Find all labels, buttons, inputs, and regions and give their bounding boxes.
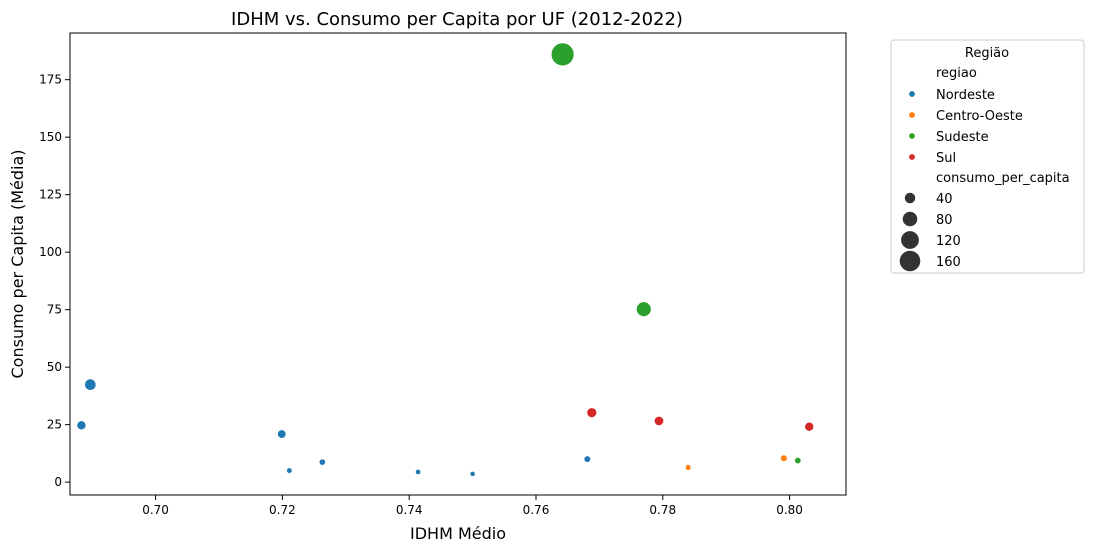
data-point-sul xyxy=(653,415,665,427)
legend-title: Região xyxy=(965,46,1009,61)
legend-size-label: 160 xyxy=(936,255,961,270)
data-point-sudeste xyxy=(550,42,575,67)
data-point-nordeste xyxy=(285,467,293,475)
y-tick-label: 25 xyxy=(47,418,62,432)
data-point-nordeste xyxy=(318,458,327,466)
plot-area xyxy=(76,42,815,478)
data-point-sul xyxy=(586,407,598,419)
legend-size-marker xyxy=(898,249,922,273)
legend-marker xyxy=(908,153,916,161)
y-tick-label: 75 xyxy=(47,303,62,317)
y-tick-label: 125 xyxy=(39,188,62,202)
x-tick-label: 0.72 xyxy=(269,503,296,517)
y-axis: 0 25 50 75 100 125 150 175 xyxy=(39,73,70,489)
legend: Região regiao Nordeste Centro-Oeste Sudest… xyxy=(890,39,1085,274)
data-point-nordeste xyxy=(83,378,97,391)
data-point-nordeste xyxy=(414,468,422,476)
data-point-centro-oeste xyxy=(684,463,692,472)
y-tick-label: 100 xyxy=(39,245,62,259)
legend-entry-label: Sudeste xyxy=(936,130,989,145)
legend-entry-label: Nordeste xyxy=(936,88,995,103)
y-tick-label: 0 xyxy=(54,475,62,489)
data-point-sul xyxy=(804,421,815,432)
legend-size-marker xyxy=(903,191,917,205)
axes-frame xyxy=(69,32,847,496)
legend-marker xyxy=(908,132,916,140)
legend-size-marker xyxy=(900,230,920,250)
x-tick-label: 0.74 xyxy=(396,503,423,517)
legend-size-label: 80 xyxy=(936,213,953,228)
data-point-sudeste xyxy=(793,456,802,465)
legend-frame xyxy=(890,39,1085,274)
chart-title: IDHM vs. Consumo per Capita por UF (2012… xyxy=(231,9,683,30)
data-point-nordeste xyxy=(76,420,87,431)
y-tick-label: 175 xyxy=(39,73,62,87)
y-tick-label: 50 xyxy=(47,360,62,374)
data-point-centro-oeste xyxy=(779,454,788,463)
legend-size-label: 120 xyxy=(936,234,961,249)
legend-entry-label: Sul xyxy=(936,151,956,166)
data-point-nordeste xyxy=(276,429,287,439)
x-tick-label: 0.80 xyxy=(776,503,803,517)
legend-marker xyxy=(908,111,916,119)
y-axis-label: Consumo per Capita (Média) xyxy=(8,150,27,379)
x-tick-label: 0.70 xyxy=(142,503,169,517)
legend-size-marker xyxy=(901,210,919,228)
data-point-nordeste xyxy=(469,470,476,478)
legend-size-label: 40 xyxy=(936,192,953,207)
legend-hue-title: regiao xyxy=(936,66,977,81)
legend-entry-label: Centro-Oeste xyxy=(936,109,1023,124)
x-tick-label: 0.76 xyxy=(523,503,550,517)
legend-size-title: consumo_per_capita xyxy=(936,171,1070,186)
x-axis: 0.70 0.72 0.74 0.76 0.78 0.80 xyxy=(142,495,803,517)
legend-marker xyxy=(908,90,916,98)
x-axis-label: IDHM Médio xyxy=(410,524,506,543)
data-point-sudeste xyxy=(635,301,652,318)
y-tick-label: 150 xyxy=(39,130,62,144)
x-tick-label: 0.78 xyxy=(649,503,676,517)
data-point-nordeste xyxy=(583,455,592,464)
